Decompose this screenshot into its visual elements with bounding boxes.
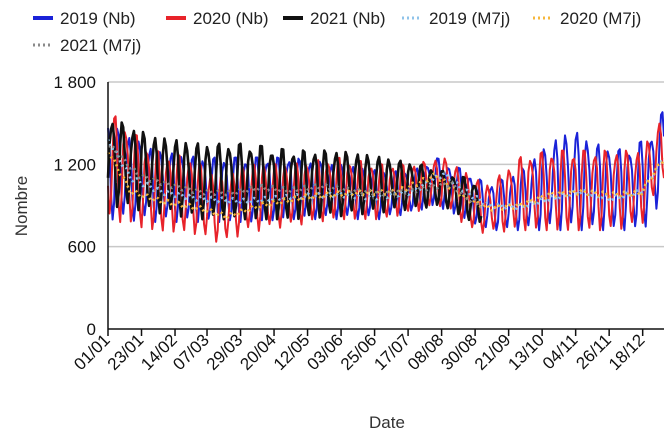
legend-label: 2020 (Nb) xyxy=(193,9,269,28)
legend-label: 2020 (M7j) xyxy=(560,9,641,28)
x-tick-label: 26/11 xyxy=(572,330,615,373)
x-tick-label: 25/06 xyxy=(337,330,381,374)
x-tick-label: 20/04 xyxy=(236,330,280,374)
x-tick-label: 21/09 xyxy=(471,330,515,374)
legend-label: 2021 (M7j) xyxy=(60,36,141,55)
legend-label: 2019 (Nb) xyxy=(60,9,136,28)
y-tick-label: 1 800 xyxy=(53,73,96,92)
series-line-5 xyxy=(106,151,664,221)
x-tick-label: 08/08 xyxy=(404,330,448,374)
plot-area xyxy=(106,111,664,243)
series-line-3 xyxy=(106,121,483,223)
x-tick-label: 03/06 xyxy=(303,330,347,374)
y-tick-label: 1 200 xyxy=(53,155,96,174)
x-tick-label: 17/07 xyxy=(370,330,414,374)
x-tick-label: 13/10 xyxy=(504,330,548,374)
legend-label: 2021 (Nb) xyxy=(310,9,386,28)
x-tick-label: 07/03 xyxy=(169,330,213,374)
y-axis-title: Nombre xyxy=(12,176,31,236)
series-line-6 xyxy=(107,144,482,209)
x-tick-label: 14/02 xyxy=(137,330,181,374)
x-tick-label: 29/03 xyxy=(203,330,247,374)
y-tick-label: 0 xyxy=(87,320,96,339)
legend: 2019 (Nb) 2020 (Nb) 2021 (Nb) 2019 (M7j) 202… xyxy=(33,9,641,55)
series-line-4 xyxy=(106,138,664,211)
x-tick-label: 18/12 xyxy=(605,330,649,374)
x-tick-label: 04/11 xyxy=(539,330,582,373)
x-axis-title: Date xyxy=(369,413,405,430)
x-tick-label: 12/05 xyxy=(270,330,314,374)
x-tick-label: 23/01 xyxy=(104,330,148,374)
y-tick-label: 600 xyxy=(68,238,96,257)
legend-label: 2019 (M7j) xyxy=(429,9,510,28)
x-tick-label: 30/08 xyxy=(437,330,481,374)
